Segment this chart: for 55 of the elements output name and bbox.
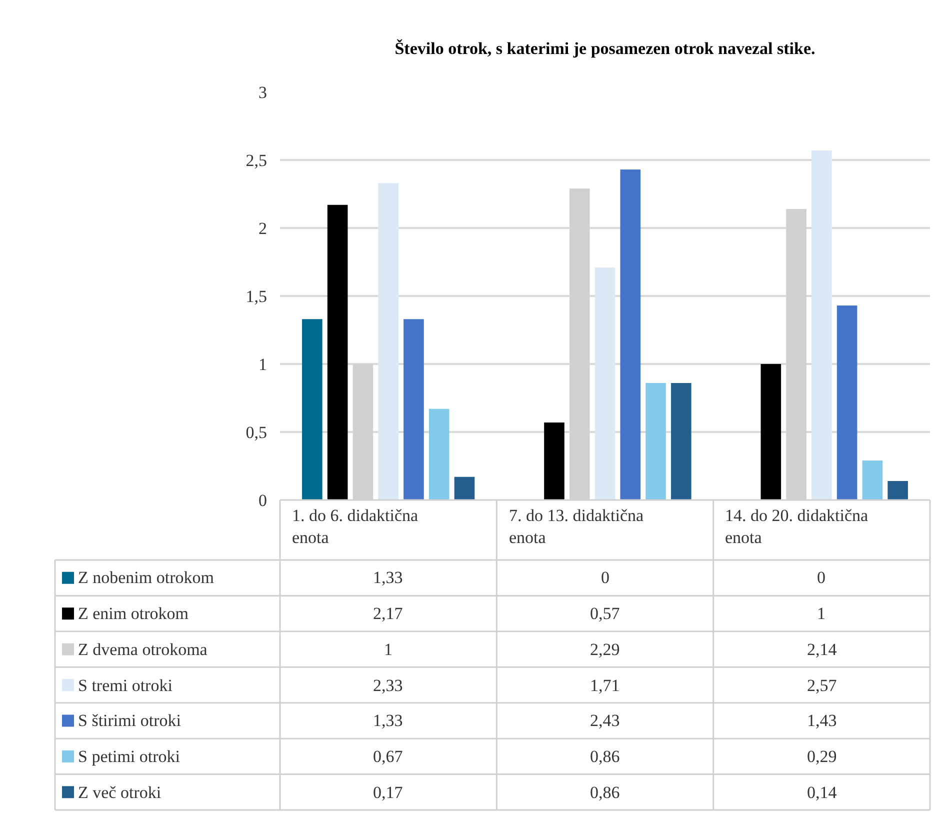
data-label: 0,14 [807, 783, 838, 802]
bar [670, 383, 692, 500]
y-tick-label: 2,5 [246, 150, 267, 170]
data-label: 0,67 [373, 747, 404, 766]
data-label: 1 [384, 640, 392, 659]
data-label: 0,17 [373, 783, 404, 802]
bar [404, 319, 424, 500]
legend-label: Z več otroki [78, 783, 162, 802]
bar [836, 306, 858, 500]
data-label: 2,14 [807, 640, 838, 659]
legend-label: S štirimi otroki [78, 711, 182, 730]
x-tick-label: 1. do 6. didaktična enota [292, 506, 419, 548]
data-label: 0,86 [590, 747, 620, 766]
bar [378, 183, 398, 500]
data-label: 2,17 [373, 604, 404, 623]
bar [812, 150, 832, 500]
bar [544, 422, 564, 500]
bar [302, 319, 322, 500]
bar [327, 204, 348, 500]
y-tick-label: 1,5 [246, 286, 267, 306]
data-label: 2,57 [807, 676, 838, 695]
data-label: 0,57 [590, 604, 620, 623]
x-tick-label: 7. do 13. didaktična enota [509, 506, 644, 548]
legend-label: S petimi otroki [78, 747, 180, 766]
y-tick-label: 0,5 [246, 422, 267, 442]
data-label: 2,43 [590, 711, 620, 730]
y-tick-label: 3 [258, 82, 267, 102]
data-label: 0 [817, 568, 826, 587]
data-label: 1,33 [373, 568, 403, 587]
legend-label: Z nobenim otrokom [78, 568, 214, 587]
x-tick-label: 14. do 20. didaktična enota [725, 506, 869, 548]
data-label: 1 [817, 604, 826, 623]
bar [760, 364, 782, 500]
data-label: 1,43 [807, 711, 837, 730]
y-tick-label: 0 [258, 490, 267, 510]
legend-label: Z enim otrokom [78, 604, 188, 623]
chart-title: Število otrok, s katerimi je posamezen otrok navezal stike. [394, 38, 816, 58]
legend-label: Z dvema otrokoma [78, 640, 208, 659]
bar [862, 460, 883, 500]
bar [620, 170, 641, 500]
legend-label: S tremi otroki [78, 676, 173, 695]
bar [594, 267, 616, 500]
data-label: 1,71 [590, 676, 620, 695]
y-tick-label: 2 [258, 218, 267, 238]
data-label: 2,33 [373, 676, 403, 695]
bar [428, 408, 450, 500]
data-label: 1,33 [373, 711, 403, 730]
data-label: 0,86 [590, 783, 620, 802]
y-tick-label: 1 [258, 354, 267, 374]
data-label: 0,29 [807, 747, 837, 766]
data-label: 0 [601, 568, 610, 587]
data-label: 2,29 [590, 640, 620, 659]
bar [888, 480, 908, 500]
bar [646, 383, 666, 500]
bar [454, 476, 475, 500]
